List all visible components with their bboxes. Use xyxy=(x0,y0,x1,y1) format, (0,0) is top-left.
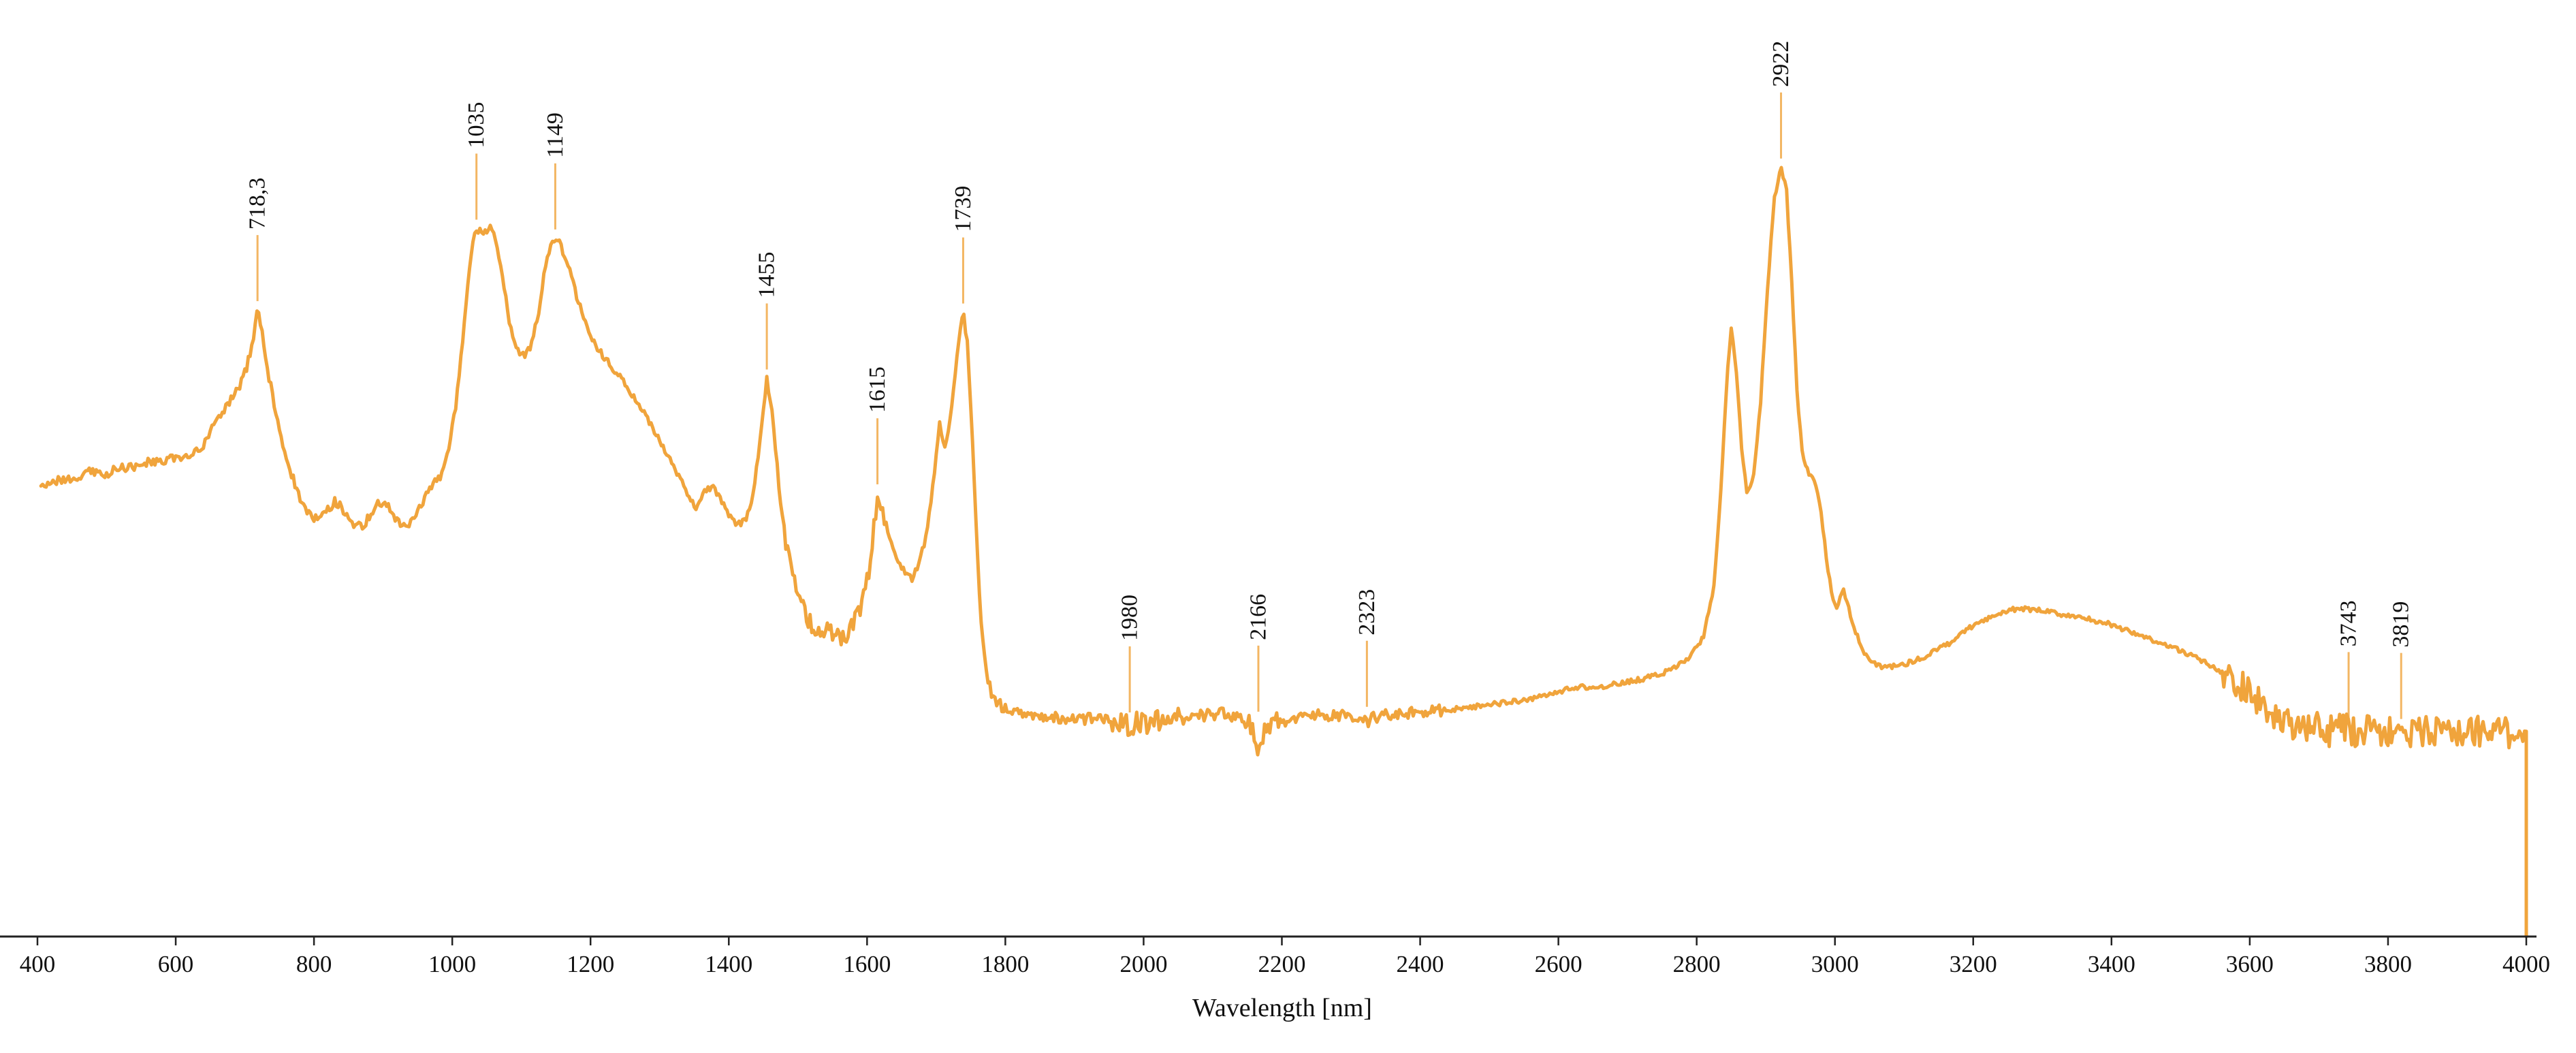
peak-label-3743: 3743 xyxy=(2336,600,2362,646)
peak-label-1980: 1980 xyxy=(1117,595,1143,641)
x-tick-label-2600: 2600 xyxy=(1535,951,1583,977)
x-tick-label-3800: 3800 xyxy=(2364,951,2412,977)
peak-label-2922: 2922 xyxy=(1768,41,1794,87)
peak-label-2323: 2323 xyxy=(1354,589,1380,635)
x-tick-label-3000: 3000 xyxy=(1811,951,1859,977)
x-tick-label-1600: 1600 xyxy=(843,951,891,977)
peak-label-718,3: 718,3 xyxy=(245,178,270,230)
x-tick-label-2200: 2200 xyxy=(1258,951,1306,977)
x-axis-title: Wavelength [nm] xyxy=(1192,994,1372,1022)
x-tick-label-2400: 2400 xyxy=(1397,951,1444,977)
peak-label-1149: 1149 xyxy=(543,112,568,158)
spectrum-line xyxy=(39,166,2528,939)
x-tick-label-3400: 3400 xyxy=(2088,951,2135,977)
x-axis-layer: 400 600 800 1000 1200 1400 1600 1800 2000 2200 240… xyxy=(0,935,2550,977)
peak-label-1615: 1615 xyxy=(865,366,890,413)
peak-label-2166: 2166 xyxy=(1245,594,1271,640)
peak-label-1739: 1739 xyxy=(951,186,976,232)
x-tick-label-600: 600 xyxy=(158,951,194,977)
x-tick-label-1200: 1200 xyxy=(567,951,614,977)
spectrum-curve-layer xyxy=(39,166,2528,939)
x-tick-label-3600: 3600 xyxy=(2226,951,2274,977)
x-tick-label-2000: 2000 xyxy=(1119,951,1167,977)
x-tick-label-1800: 1800 xyxy=(981,951,1029,977)
x-tick-label-2800: 2800 xyxy=(1673,951,1721,977)
peak-label-1035: 1035 xyxy=(464,101,489,148)
peak-label-3819: 3819 xyxy=(2389,601,2414,648)
x-tick-label-1400: 1400 xyxy=(705,951,752,977)
x-tick-label-800: 800 xyxy=(296,951,332,977)
peak-label-1455: 1455 xyxy=(754,252,780,298)
peak-annotation-layer: 718,3 1035 1149 1455 1615 1739 1980 2166 2323 292… xyxy=(245,41,2414,719)
x-tick-label-1000: 1000 xyxy=(428,951,476,977)
x-tick-label-3200: 3200 xyxy=(1950,951,1997,977)
x-tick-label-4000: 4000 xyxy=(2502,951,2550,977)
x-tick-label-400: 400 xyxy=(20,951,56,977)
